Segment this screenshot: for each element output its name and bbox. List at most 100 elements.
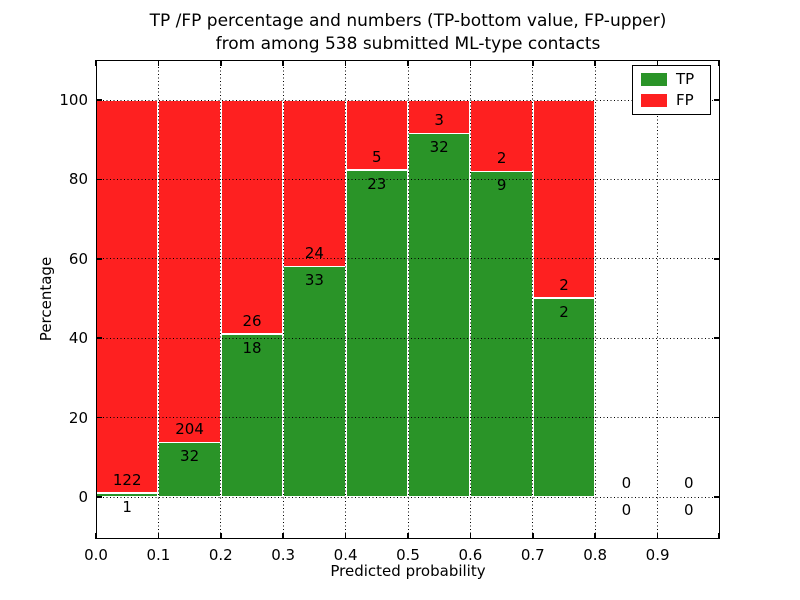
bar-group [220, 100, 284, 497]
y-tick-label: 20 [68, 408, 88, 427]
fp-count-label: 3 [434, 111, 444, 130]
bar-group [345, 100, 408, 497]
chart-title-line2: from among 538 submitted ML-type contact… [215, 34, 601, 54]
y-tick-left [96, 337, 102, 339]
bar-segment-fp [283, 100, 346, 268]
bar-segment-tp [220, 334, 284, 497]
x-tick-top [344, 60, 347, 66]
bar-edge-divider [532, 297, 596, 299]
gridline-vertical [407, 60, 409, 539]
bar-segment-fp [532, 100, 596, 299]
tp-count-label: 32 [180, 447, 200, 466]
tp-count-label: 9 [496, 176, 507, 195]
fp-count-label: 0 [684, 474, 694, 492]
x-tick-bottom [220, 533, 222, 539]
legend: TP FP [632, 65, 711, 115]
y-tick-right [714, 416, 720, 419]
tp-count-label: 2 [559, 302, 569, 321]
x-tick-label: 0.8 [583, 546, 608, 564]
legend-item-fp: FP [641, 93, 702, 108]
gridline-vertical [220, 60, 222, 539]
x-tick-bottom [594, 533, 596, 539]
gridline-vertical [345, 60, 347, 539]
legend-label: FP [676, 91, 694, 109]
legend-swatch-fp [641, 94, 667, 107]
legend-label: TP [676, 70, 695, 88]
tp-count-label: 32 [429, 138, 449, 157]
tp-count-label: 18 [242, 338, 262, 357]
tp-count-label: 23 [367, 174, 387, 193]
x-tick-label: 0.9 [645, 546, 670, 564]
bar-group [158, 100, 221, 497]
x-tick-bottom [95, 533, 97, 539]
bar-segment-fp [470, 100, 533, 173]
y-tick-right [714, 258, 720, 260]
gridline-vertical [157, 60, 159, 539]
y-tick-right [714, 178, 720, 181]
bar-edge-divider [283, 265, 346, 268]
y-tick-label: 60 [68, 249, 88, 268]
x-tick-top [469, 60, 472, 66]
gridline-vertical [469, 60, 471, 539]
bar-group [408, 100, 471, 497]
fp-count-label: 24 [304, 244, 324, 263]
fp-count-label: 2 [496, 149, 507, 168]
x-tick-top [220, 60, 222, 66]
bar-segment-tp [470, 172, 533, 497]
gridline-vertical [282, 60, 284, 539]
y-tick-left [96, 258, 102, 260]
x-tick-label: 0.7 [520, 546, 545, 564]
plot-area: 122 1 204 32 26 18 24 33 5 23 3 32 2 9 2 2 0 0 0 0 TP FP [95, 60, 720, 539]
gridline-vertical [594, 60, 596, 539]
x-tick-label: 0.1 [146, 546, 171, 564]
fp-count-label: 0 [621, 474, 632, 492]
x-tick-bottom [532, 533, 534, 539]
x-tick-top [407, 60, 409, 66]
bar-group [532, 100, 596, 497]
bar-group [96, 100, 159, 497]
bar-edge-divider [96, 492, 159, 494]
x-tick-bottom [407, 533, 409, 539]
bar-segment-tp [408, 134, 471, 497]
bar-segment-fp [96, 100, 159, 494]
x-axis-label: Predicted probability [330, 562, 486, 580]
bar-edge-divider [470, 170, 533, 173]
y-tick-label: 40 [68, 329, 88, 348]
x-tick-top [532, 60, 534, 66]
x-tick-bottom [717, 533, 720, 539]
bar-edge-divider [158, 441, 221, 444]
y-tick-label: 100 [59, 91, 88, 109]
bar-edge-divider [408, 132, 471, 135]
fp-count-label: 26 [242, 311, 262, 330]
y-tick-left [96, 99, 102, 101]
tp-count-label: 0 [684, 501, 694, 519]
x-tick-label: 0.6 [458, 546, 483, 564]
fp-count-label: 5 [372, 147, 382, 166]
tp-count-label: 0 [621, 501, 632, 519]
bar-segment-fp [345, 100, 408, 171]
bar-segment-tp [96, 493, 159, 497]
x-tick-label: 0.0 [84, 546, 108, 564]
x-tick-label: 0.5 [396, 546, 420, 564]
y-tick-label: 0 [78, 488, 88, 506]
fp-count-label: 204 [175, 420, 204, 439]
y-tick-left [96, 416, 102, 419]
legend-swatch-tp [641, 73, 667, 86]
fp-count-label: 122 [112, 470, 142, 489]
x-tick-label: 0.2 [208, 546, 233, 564]
chart-title-line1: TP /FP percentage and numbers (TP-bottom… [149, 11, 667, 31]
y-tick-left [96, 496, 102, 498]
bar-group [283, 100, 346, 497]
bar-group [470, 100, 533, 497]
x-tick-bottom [469, 533, 472, 539]
tp-count-label: 33 [304, 271, 324, 290]
bar-segment-tp [345, 170, 408, 497]
x-tick-bottom [344, 533, 347, 539]
bar-segment-tp [158, 443, 221, 497]
y-tick-left [96, 178, 102, 181]
x-tick-label: 0.3 [271, 546, 296, 564]
chart-title: TP /FP percentage and numbers (TP-bottom… [96, 10, 720, 56]
bar-segment-fp [408, 100, 471, 135]
fp-count-label: 2 [559, 275, 569, 294]
